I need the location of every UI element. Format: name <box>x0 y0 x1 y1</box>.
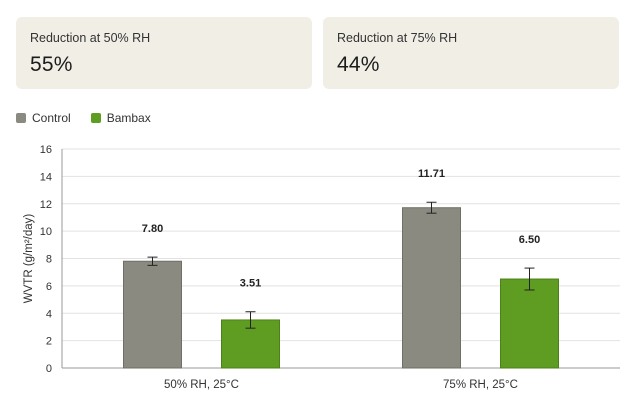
y-tick-label: 12 <box>40 199 52 211</box>
y-tick-label: 4 <box>46 308 52 320</box>
legend-swatch-control <box>16 113 26 123</box>
bar-control <box>123 260 182 369</box>
legend-item-bambax[interactable]: Bambax <box>90 111 151 125</box>
x-tick-label: 50% RH, 25°C <box>164 379 239 391</box>
stat-label: Reduction at 75% RH <box>337 31 458 45</box>
legend-item-control[interactable]: Control <box>16 111 71 125</box>
stat-card-75rh: Reduction at 75% RH 44% <box>323 17 619 89</box>
y-tick-label: 0 <box>46 363 52 375</box>
bar-control <box>402 207 461 369</box>
stat-value: 55% <box>30 53 73 76</box>
stat-label: Reduction at 50% RH <box>30 31 151 45</box>
data-label: 6.50 <box>519 234 540 246</box>
data-label: 7.80 <box>142 223 163 235</box>
y-tick-label: 10 <box>40 226 52 238</box>
y-tick-label: 14 <box>40 171 52 183</box>
x-tick-label: 75% RH, 25°C <box>443 379 518 391</box>
legend-label: Bambax <box>106 111 151 125</box>
y-tick-label: 2 <box>46 336 52 348</box>
stat-card-50rh: Reduction at 50% RH 55% <box>16 17 312 89</box>
y-axis-title: WVTR (g/m²/day) <box>23 214 35 304</box>
legend-swatch-bambax <box>90 113 101 123</box>
chart-legend: Control Bambax <box>16 111 171 125</box>
bar-bambax <box>500 278 559 369</box>
stat-value: 44% <box>337 53 380 76</box>
data-label: 3.51 <box>240 278 261 290</box>
y-tick-label: 8 <box>46 254 52 266</box>
data-label: 11.71 <box>418 168 445 180</box>
legend-label: Control <box>32 111 71 125</box>
y-tick-label: 16 <box>40 144 52 156</box>
y-tick-label: 6 <box>46 281 52 293</box>
